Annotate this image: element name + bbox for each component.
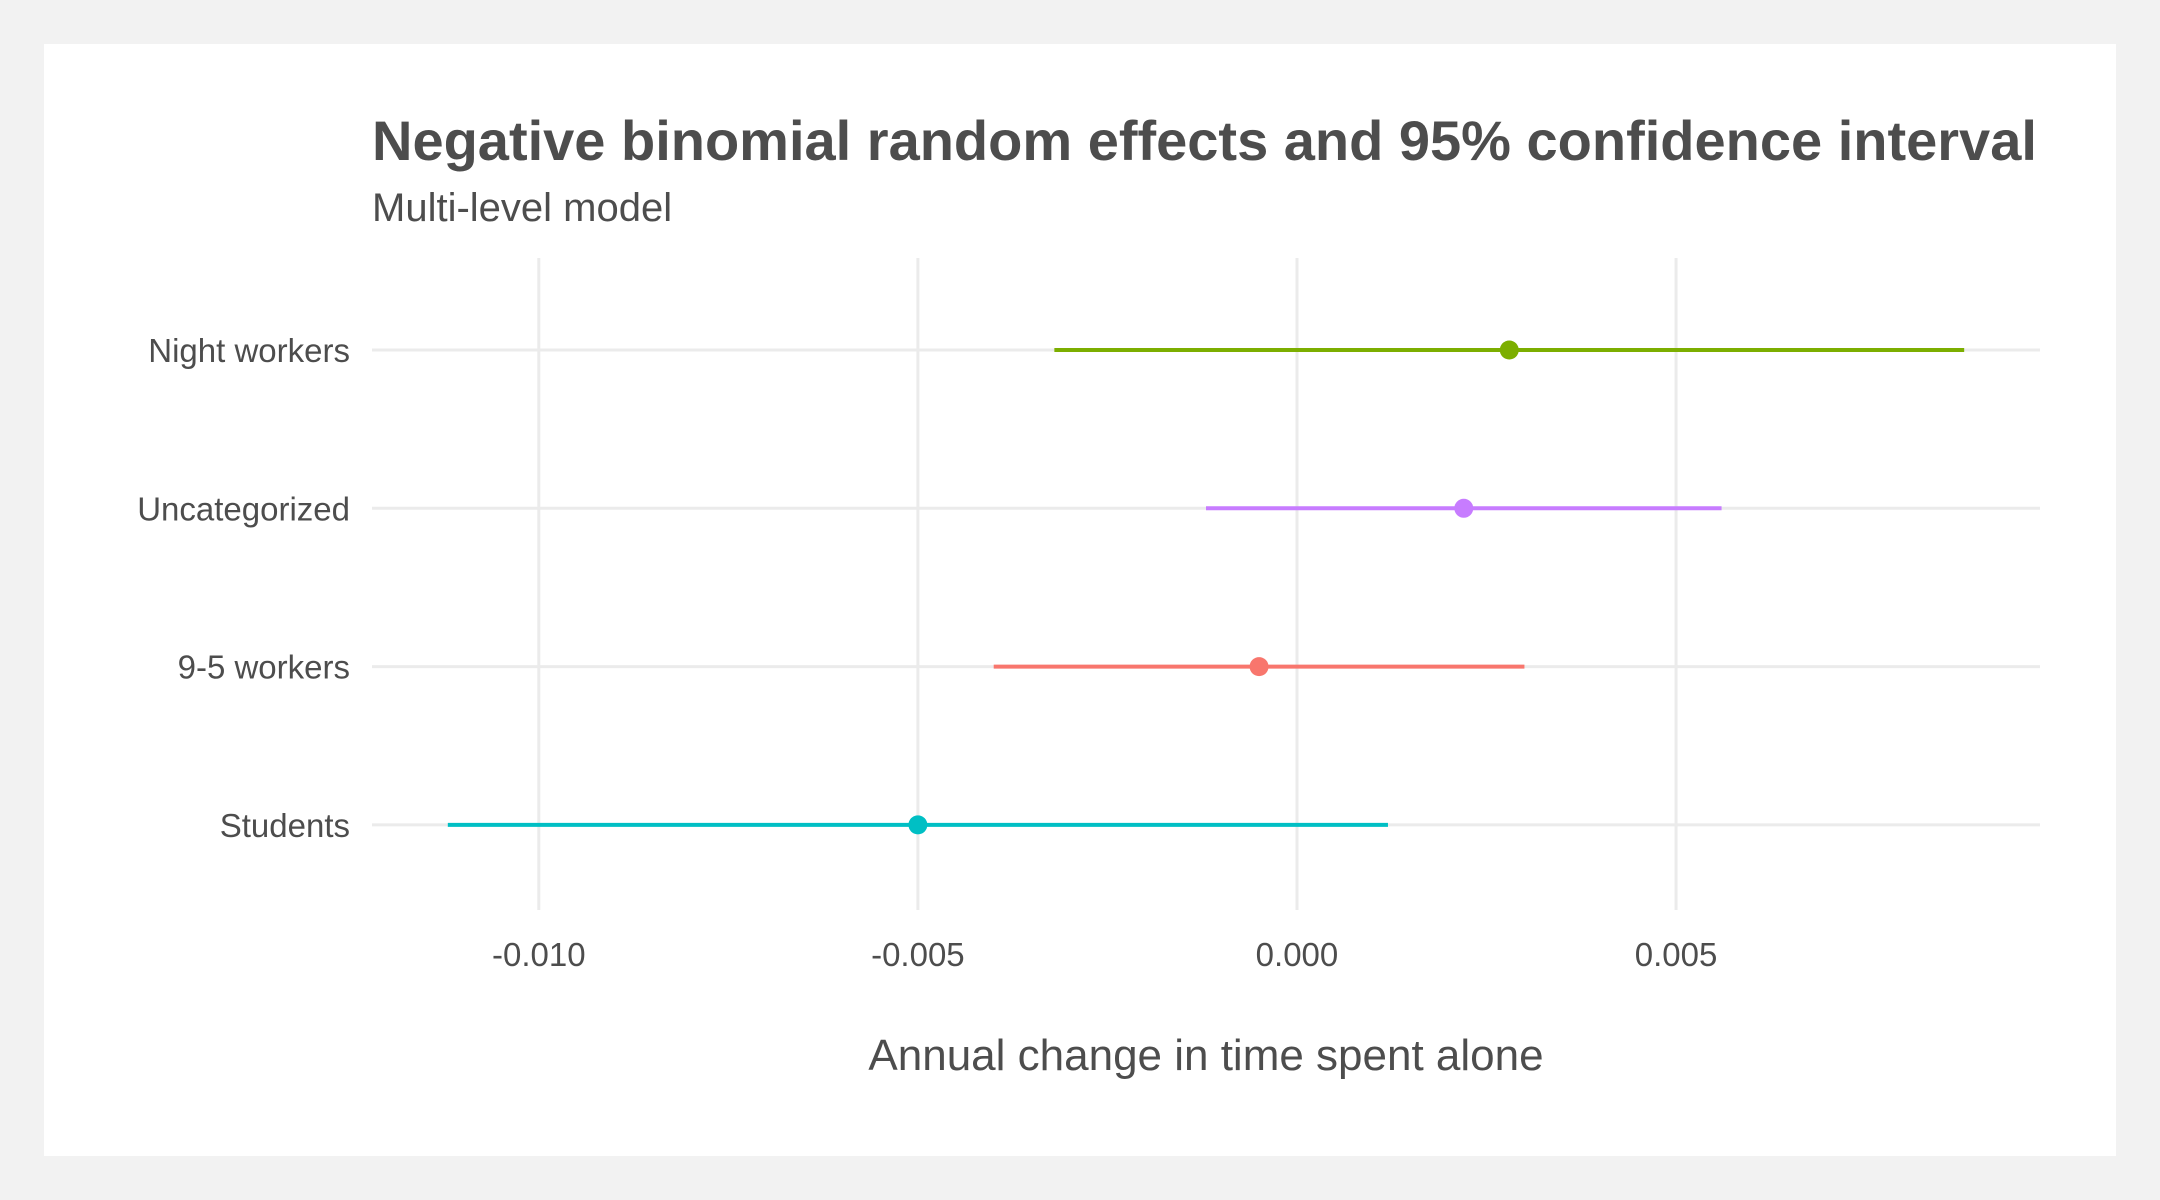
chart-title: Negative binomial random effects and 95%… (372, 109, 2037, 172)
x-tick-label: -0.010 (492, 936, 586, 973)
point-estimate (908, 815, 928, 835)
interval-marks (447, 340, 1965, 835)
point-estimate (1454, 498, 1474, 518)
x-axis-title: Annual change in time spent alone (868, 1031, 1543, 1080)
y-tick-label: 9-5 workers (178, 649, 350, 686)
axis-labels: -0.010 -0.005 0.000 0.005 Night workers Uncat… (137, 332, 1717, 973)
x-tick-label: -0.005 (871, 936, 965, 973)
point-estimate (1499, 340, 1519, 360)
x-tick-label: 0.005 (1635, 936, 1718, 973)
y-tick-label: Uncategorized (137, 490, 350, 527)
y-tick-label: Night workers (148, 332, 350, 369)
point-estimate (1249, 657, 1269, 677)
y-tick-label: Students (220, 807, 350, 844)
chart-panel (44, 44, 2116, 1156)
x-tick-label: 0.000 (1256, 936, 1339, 973)
chart-subtitle: Multi-level model (372, 186, 673, 230)
grid-lines (372, 258, 2040, 910)
